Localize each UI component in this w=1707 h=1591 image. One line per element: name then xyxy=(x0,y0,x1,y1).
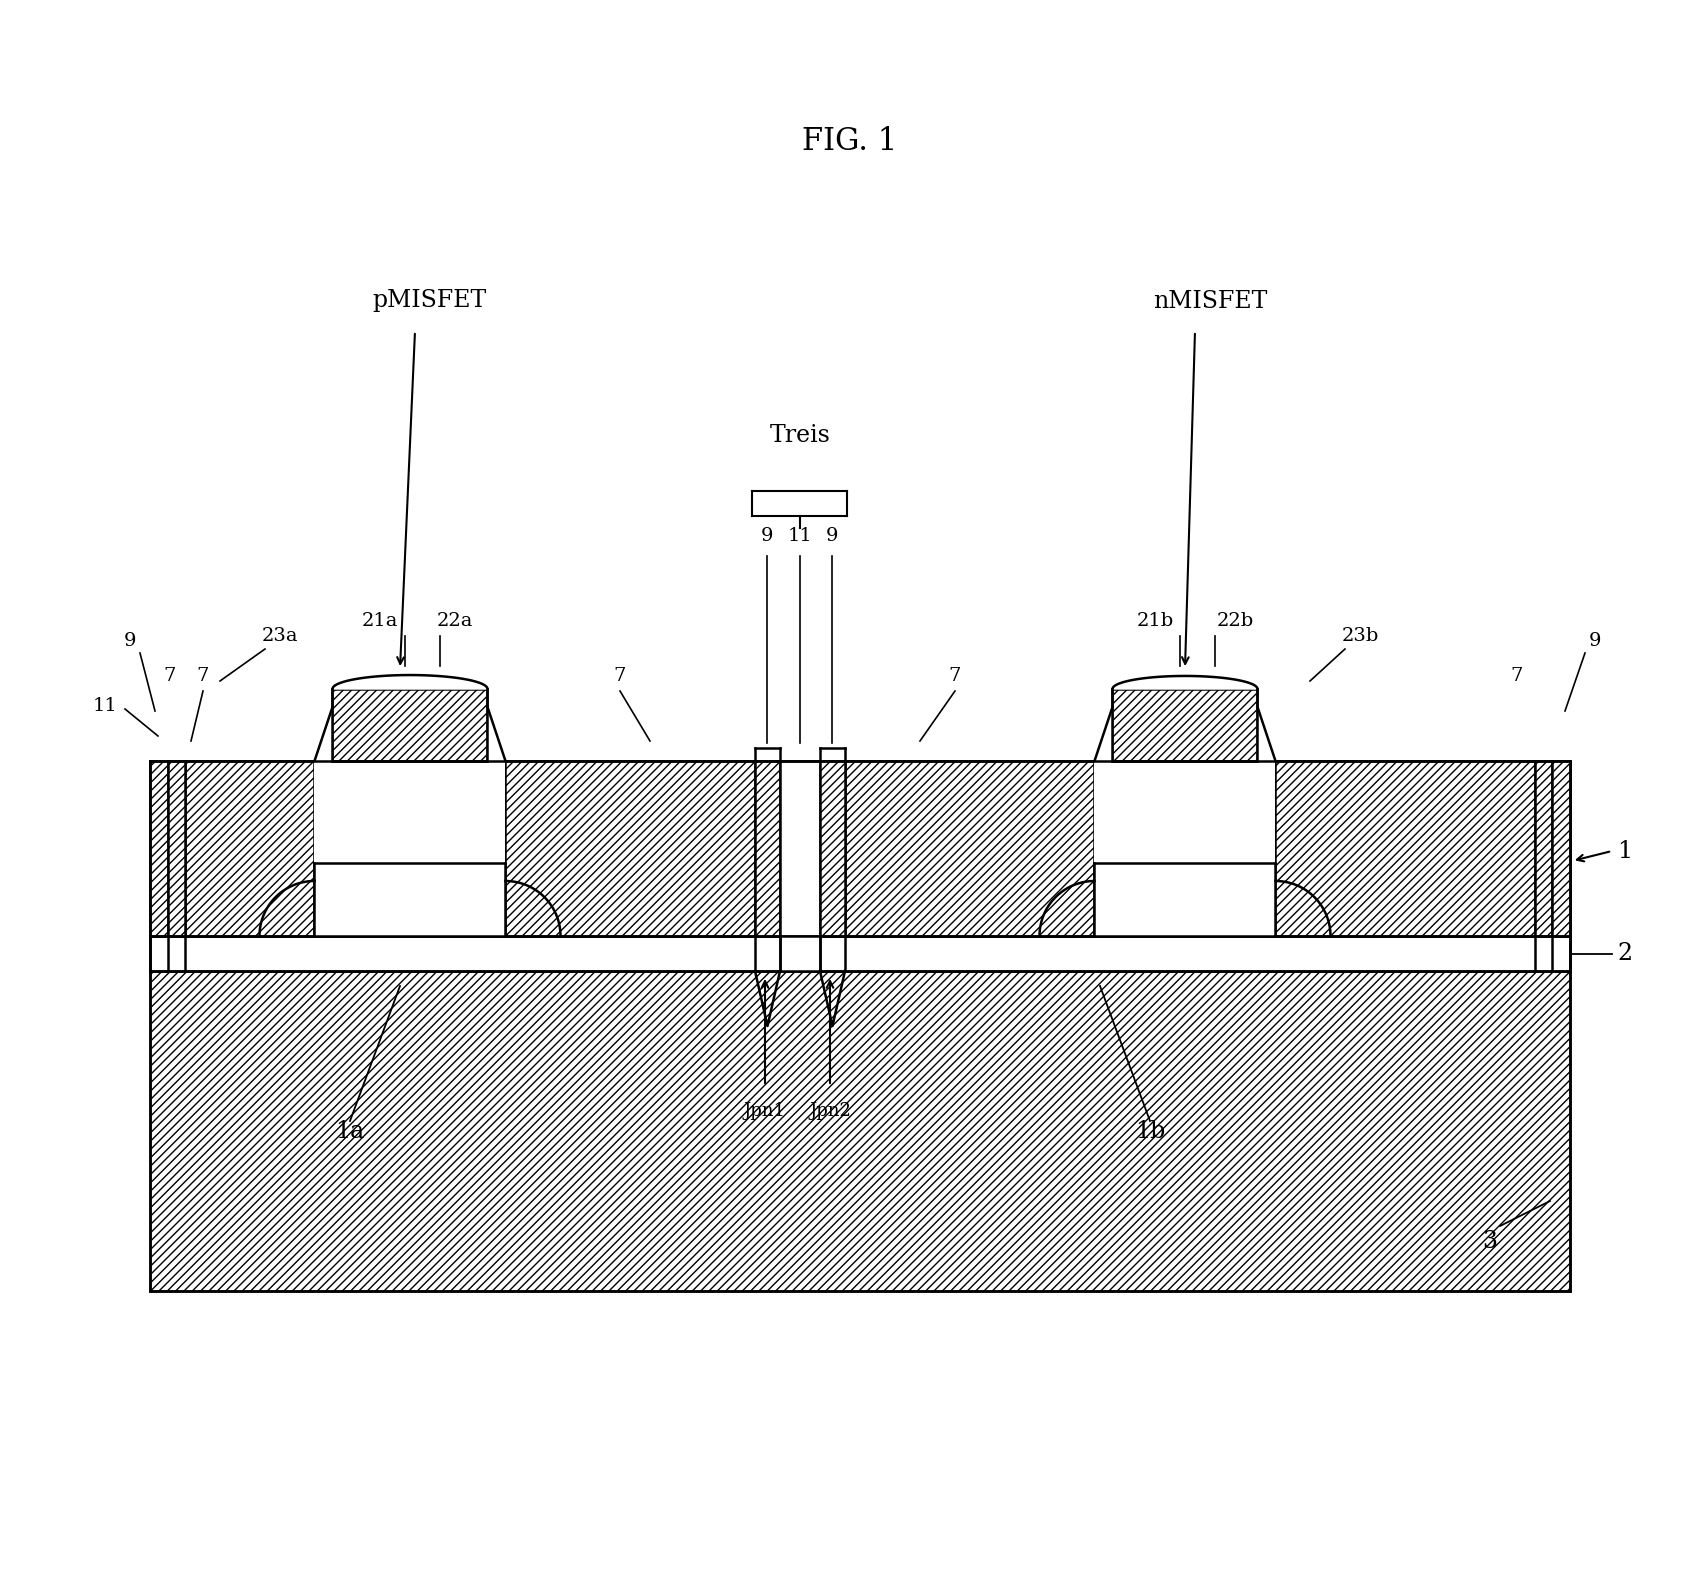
Bar xyxy=(314,760,505,936)
Bar xyxy=(1535,760,1552,936)
Bar xyxy=(845,760,1094,936)
Text: FIG. 1: FIG. 1 xyxy=(802,126,898,156)
Text: 11: 11 xyxy=(787,527,813,546)
Text: 1a: 1a xyxy=(335,1120,364,1142)
Text: 23b: 23b xyxy=(1340,627,1378,644)
Text: 21b: 21b xyxy=(1135,613,1173,630)
Polygon shape xyxy=(314,706,333,760)
Bar xyxy=(333,689,486,760)
Bar xyxy=(780,760,819,936)
Text: 7: 7 xyxy=(613,667,626,686)
Text: Jpn2: Jpn2 xyxy=(809,1103,850,1120)
Text: nMISFET: nMISFET xyxy=(1152,290,1267,312)
Text: 11: 11 xyxy=(92,697,118,714)
Polygon shape xyxy=(333,675,486,689)
Bar xyxy=(167,760,184,936)
Text: 7: 7 xyxy=(196,667,208,686)
Text: 9: 9 xyxy=(761,527,773,546)
Text: pMISFET: pMISFET xyxy=(372,290,486,312)
Bar xyxy=(780,936,819,971)
Text: 1b: 1b xyxy=(1133,1120,1164,1142)
Bar xyxy=(150,760,167,936)
Bar xyxy=(1094,760,1275,936)
Bar xyxy=(754,760,780,936)
Text: 2: 2 xyxy=(1617,942,1632,966)
Polygon shape xyxy=(1111,676,1256,689)
Polygon shape xyxy=(486,706,505,760)
Polygon shape xyxy=(1094,706,1111,760)
Bar xyxy=(819,760,845,936)
Text: 9: 9 xyxy=(826,527,838,546)
Bar xyxy=(1111,689,1256,760)
Text: 7: 7 xyxy=(164,667,176,686)
Text: 1: 1 xyxy=(1617,840,1632,862)
Text: 7: 7 xyxy=(949,667,961,686)
Text: 9: 9 xyxy=(1588,632,1601,651)
Text: Jpn1: Jpn1 xyxy=(744,1103,785,1120)
Text: 3: 3 xyxy=(1482,1230,1497,1252)
Bar xyxy=(1275,760,1535,936)
Polygon shape xyxy=(1256,706,1275,760)
Bar xyxy=(184,760,314,936)
Text: 7: 7 xyxy=(1511,667,1523,686)
Text: 9: 9 xyxy=(123,632,137,651)
Bar xyxy=(1552,760,1569,936)
Text: 23a: 23a xyxy=(261,627,299,644)
Text: Treis: Treis xyxy=(770,425,830,447)
Text: 22b: 22b xyxy=(1215,613,1253,630)
Text: 22a: 22a xyxy=(437,613,473,630)
Text: 21a: 21a xyxy=(362,613,398,630)
Bar xyxy=(150,760,1569,936)
Bar xyxy=(150,936,1569,971)
Bar xyxy=(505,760,754,936)
Bar xyxy=(150,971,1569,1290)
